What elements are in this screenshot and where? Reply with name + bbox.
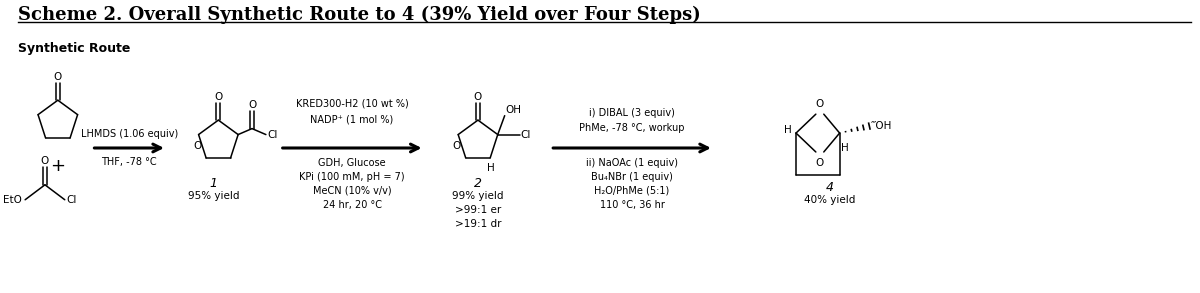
Text: 1: 1 (209, 177, 217, 190)
Text: NADP⁺ (1 mol %): NADP⁺ (1 mol %) (311, 114, 394, 124)
Text: OH: OH (505, 105, 522, 115)
Text: O: O (54, 72, 62, 82)
Text: +: + (50, 157, 65, 175)
Text: H: H (841, 143, 848, 153)
Text: H: H (785, 125, 792, 135)
Text: Cl: Cl (521, 130, 530, 139)
Text: O: O (41, 156, 49, 166)
Text: ii) NaOAc (1 equiv): ii) NaOAc (1 equiv) (586, 158, 678, 168)
Text: O: O (248, 100, 256, 110)
Text: H₂O/PhMe (5:1): H₂O/PhMe (5:1) (594, 186, 670, 196)
Text: 24 hr, 20 °C: 24 hr, 20 °C (323, 200, 382, 210)
Text: 95% yield: 95% yield (187, 191, 239, 201)
Text: >19:1 dr: >19:1 dr (455, 219, 502, 229)
Text: Bu₄NBr (1 equiv): Bu₄NBr (1 equiv) (592, 172, 673, 182)
Text: KPi (100 mM, pH = 7): KPi (100 mM, pH = 7) (299, 172, 404, 182)
Text: PhMe, -78 °C, workup: PhMe, -78 °C, workup (580, 123, 685, 133)
Text: O: O (816, 158, 824, 168)
Text: >99:1 er: >99:1 er (455, 205, 502, 215)
Text: O: O (474, 92, 482, 102)
Text: O: O (816, 99, 824, 109)
Text: 110 °C, 36 hr: 110 °C, 36 hr (600, 200, 665, 210)
Text: O: O (193, 141, 202, 151)
Text: i) DIBAL (3 equiv): i) DIBAL (3 equiv) (589, 108, 674, 118)
Text: EtO: EtO (4, 195, 22, 205)
Text: KRED300-H2 (10 wt %): KRED300-H2 (10 wt %) (295, 98, 408, 108)
Text: ‴OH: ‴OH (870, 121, 892, 131)
Text: 99% yield: 99% yield (452, 191, 504, 201)
Text: LHMDS (1.06 equiv): LHMDS (1.06 equiv) (80, 129, 178, 139)
Text: Scheme 2. Overall Synthetic Route to 4 (39% Yield over Four Steps): Scheme 2. Overall Synthetic Route to 4 (… (18, 6, 701, 24)
Text: 2: 2 (474, 177, 482, 190)
Text: Cl: Cl (67, 195, 77, 205)
Text: O: O (452, 141, 461, 151)
Text: THF, -78 °C: THF, -78 °C (101, 157, 157, 167)
Text: H: H (487, 163, 496, 173)
Text: 40% yield: 40% yield (804, 195, 856, 205)
Text: MeCN (10% v/v): MeCN (10% v/v) (313, 186, 391, 196)
Text: Cl: Cl (268, 130, 278, 139)
Text: O: O (215, 92, 222, 102)
Text: Synthetic Route: Synthetic Route (18, 42, 131, 54)
Text: 4: 4 (826, 181, 834, 194)
Text: GDH, Glucose: GDH, Glucose (318, 158, 386, 168)
